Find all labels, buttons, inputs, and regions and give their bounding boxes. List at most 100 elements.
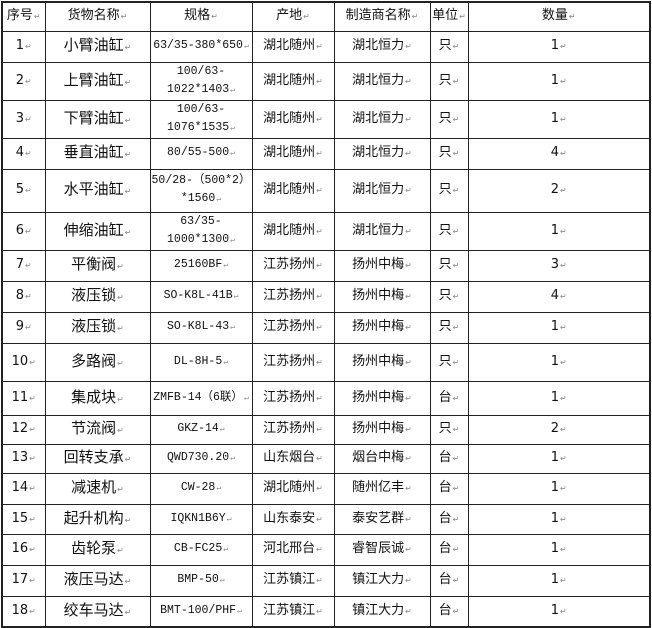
header-index-text: 序号 xyxy=(7,8,41,23)
cell-origin-text: 山东泰安 xyxy=(263,511,323,526)
cell-origin: 湖北随州 xyxy=(251,137,335,170)
cell-index: 4 xyxy=(1,137,46,170)
cell-quantity-text: 3 xyxy=(551,257,567,272)
cell-quantity-text: 1 xyxy=(551,511,567,526)
table-row: 10 多路阀 DL-8H-5 江苏扬州 扬州中梅 只 1 xyxy=(1,342,651,382)
cell-unit-text: 只 xyxy=(439,73,460,88)
cell-quantity-text: 1 xyxy=(551,541,567,556)
cell-spec: 50/28-（500*2）*1560 xyxy=(149,168,253,213)
cell-unit: 只 xyxy=(429,280,469,313)
cell-unit-text: 只 xyxy=(439,223,460,238)
table-row: 8 液压锁 SO-K8L-41B 江苏扬州 扬州中梅 只 4 xyxy=(1,280,651,313)
cell-index-text: 13 xyxy=(12,450,36,465)
cell-goods-name: 平衡阀 xyxy=(44,249,151,282)
cell-manufacturer-text: 湖北恒力 xyxy=(352,38,412,53)
cell-quantity-text: 2 xyxy=(551,182,567,197)
table-row: 15 起升机构 IQKN1B6Y 山东泰安 泰安艺群 台 1 xyxy=(1,503,651,535)
header-origin: 产地 xyxy=(251,1,335,32)
cell-quantity-text: 1 xyxy=(551,223,567,238)
cell-index-text: 17 xyxy=(12,572,36,587)
cell-unit: 台 xyxy=(429,380,469,416)
cell-origin: 湖北随州 xyxy=(251,99,335,139)
cell-index-text: 1 xyxy=(16,38,32,53)
cell-index: 12 xyxy=(1,414,46,445)
cell-quantity: 4 xyxy=(467,280,651,313)
cell-spec-text: DL-8H-5 xyxy=(174,355,228,368)
cell-manufacturer: 湖北恒力 xyxy=(333,168,431,213)
cell-index: 10 xyxy=(1,342,46,382)
cell-manufacturer-text: 扬州中梅 xyxy=(352,319,412,334)
header-spec: 规格 xyxy=(149,1,253,32)
cell-spec: BMP-50 xyxy=(149,564,253,597)
cell-manufacturer-text: 随州亿丰 xyxy=(352,480,412,495)
header-quantity: 数量 xyxy=(467,1,651,32)
cell-quantity: 1 xyxy=(467,443,651,474)
cell-manufacturer: 湖北恒力 xyxy=(333,99,431,139)
cell-quantity: 4 xyxy=(467,137,651,170)
cell-quantity-text: 1 xyxy=(551,319,567,334)
table-row: 12 节流阀 GKZ-14 江苏扬州 扬州中梅 只 2 xyxy=(1,414,651,445)
cell-origin-text: 江苏扬州 xyxy=(263,390,323,405)
cell-spec-text: SO-K8L-43 xyxy=(167,320,235,333)
table-header-row: 序号 货物名称 规格 产地 制造商名称单位 数量 xyxy=(1,1,651,32)
cell-goods-name-text: 减速机 xyxy=(71,478,124,496)
cell-index: 1 xyxy=(1,30,46,63)
cell-index-text: 9 xyxy=(16,319,32,334)
cell-goods-name-text: 齿轮泵 xyxy=(71,539,124,557)
cell-quantity: 2 xyxy=(467,168,651,213)
cell-index: 6 xyxy=(1,211,46,251)
table-row: 18 绞车马达 BMT-100/PHF 江苏镇江 镇江大力 台 1 xyxy=(1,595,651,628)
cell-spec: ZMFB-14（6联） xyxy=(149,380,253,416)
cell-origin: 江苏镇江 xyxy=(251,564,335,597)
cell-goods-name-text: 节流阀 xyxy=(71,419,124,437)
cell-unit-text: 台 xyxy=(439,541,460,556)
cell-unit: 只 xyxy=(429,30,469,63)
cell-index: 8 xyxy=(1,280,46,313)
table-row: 13 回转支承 QWD730.20 山东烟台 烟台中梅 台 1 xyxy=(1,443,651,474)
cell-quantity-text: 1 xyxy=(551,450,567,465)
cell-index-text: 6 xyxy=(16,223,32,238)
cell-spec-text: 63/35-1000*1300 xyxy=(167,215,235,246)
cell-origin: 江苏扬州 xyxy=(251,342,335,382)
cell-index: 16 xyxy=(1,533,46,566)
cell-spec-text: 100/63-1022*1403 xyxy=(167,65,235,96)
cell-origin: 江苏扬州 xyxy=(251,380,335,416)
cell-unit: 台 xyxy=(429,564,469,597)
header-unit-text: 单位 xyxy=(432,8,466,23)
table-row: 7 平衡阀 25160BF 江苏扬州 扬州中梅 只 3 xyxy=(1,249,651,282)
cell-manufacturer: 扬州中梅 xyxy=(333,311,431,344)
cell-index: 15 xyxy=(1,503,46,535)
cell-spec-text: 25160BF xyxy=(174,258,228,271)
cell-origin-text: 湖北随州 xyxy=(263,223,323,238)
cell-quantity-text: 2 xyxy=(551,421,567,436)
cell-origin: 河北邢台 xyxy=(251,533,335,566)
cell-index-text: 3 xyxy=(16,111,32,126)
cell-manufacturer: 扬州中梅 xyxy=(333,414,431,445)
cell-index-text: 15 xyxy=(12,511,36,526)
cell-goods-name: 垂直油缸 xyxy=(44,137,151,170)
cell-unit-text: 台 xyxy=(439,480,460,495)
cell-goods-name: 节流阀 xyxy=(44,414,151,445)
cell-manufacturer: 睿智辰诚 xyxy=(333,533,431,566)
cell-spec-text: 100/63-1076*1535 xyxy=(167,103,235,134)
cell-spec: QWD730.20 xyxy=(149,443,253,474)
cell-index-text: 10 xyxy=(12,354,36,369)
cell-spec: 100/63-1022*1403 xyxy=(149,61,253,101)
cell-index-text: 14 xyxy=(12,480,36,495)
cell-origin: 湖北随州 xyxy=(251,61,335,101)
cell-quantity: 3 xyxy=(467,249,651,282)
cell-index: 13 xyxy=(1,443,46,474)
cell-unit: 只 xyxy=(429,61,469,101)
cell-unit-text: 只 xyxy=(439,38,460,53)
cell-goods-name: 多路阀 xyxy=(44,342,151,382)
cell-origin-text: 湖北随州 xyxy=(263,480,323,495)
cell-unit-text: 台 xyxy=(439,511,460,526)
cell-manufacturer-text: 湖北恒力 xyxy=(352,111,412,126)
cell-origin-text: 河北邢台 xyxy=(263,541,323,556)
cell-manufacturer-text: 湖北恒力 xyxy=(352,223,412,238)
cell-origin-text: 江苏扬州 xyxy=(263,354,323,369)
cell-manufacturer-text: 泰安艺群 xyxy=(352,511,412,526)
cell-manufacturer: 扬州中梅 xyxy=(333,380,431,416)
cell-goods-name-text: 起升机构 xyxy=(64,509,132,527)
